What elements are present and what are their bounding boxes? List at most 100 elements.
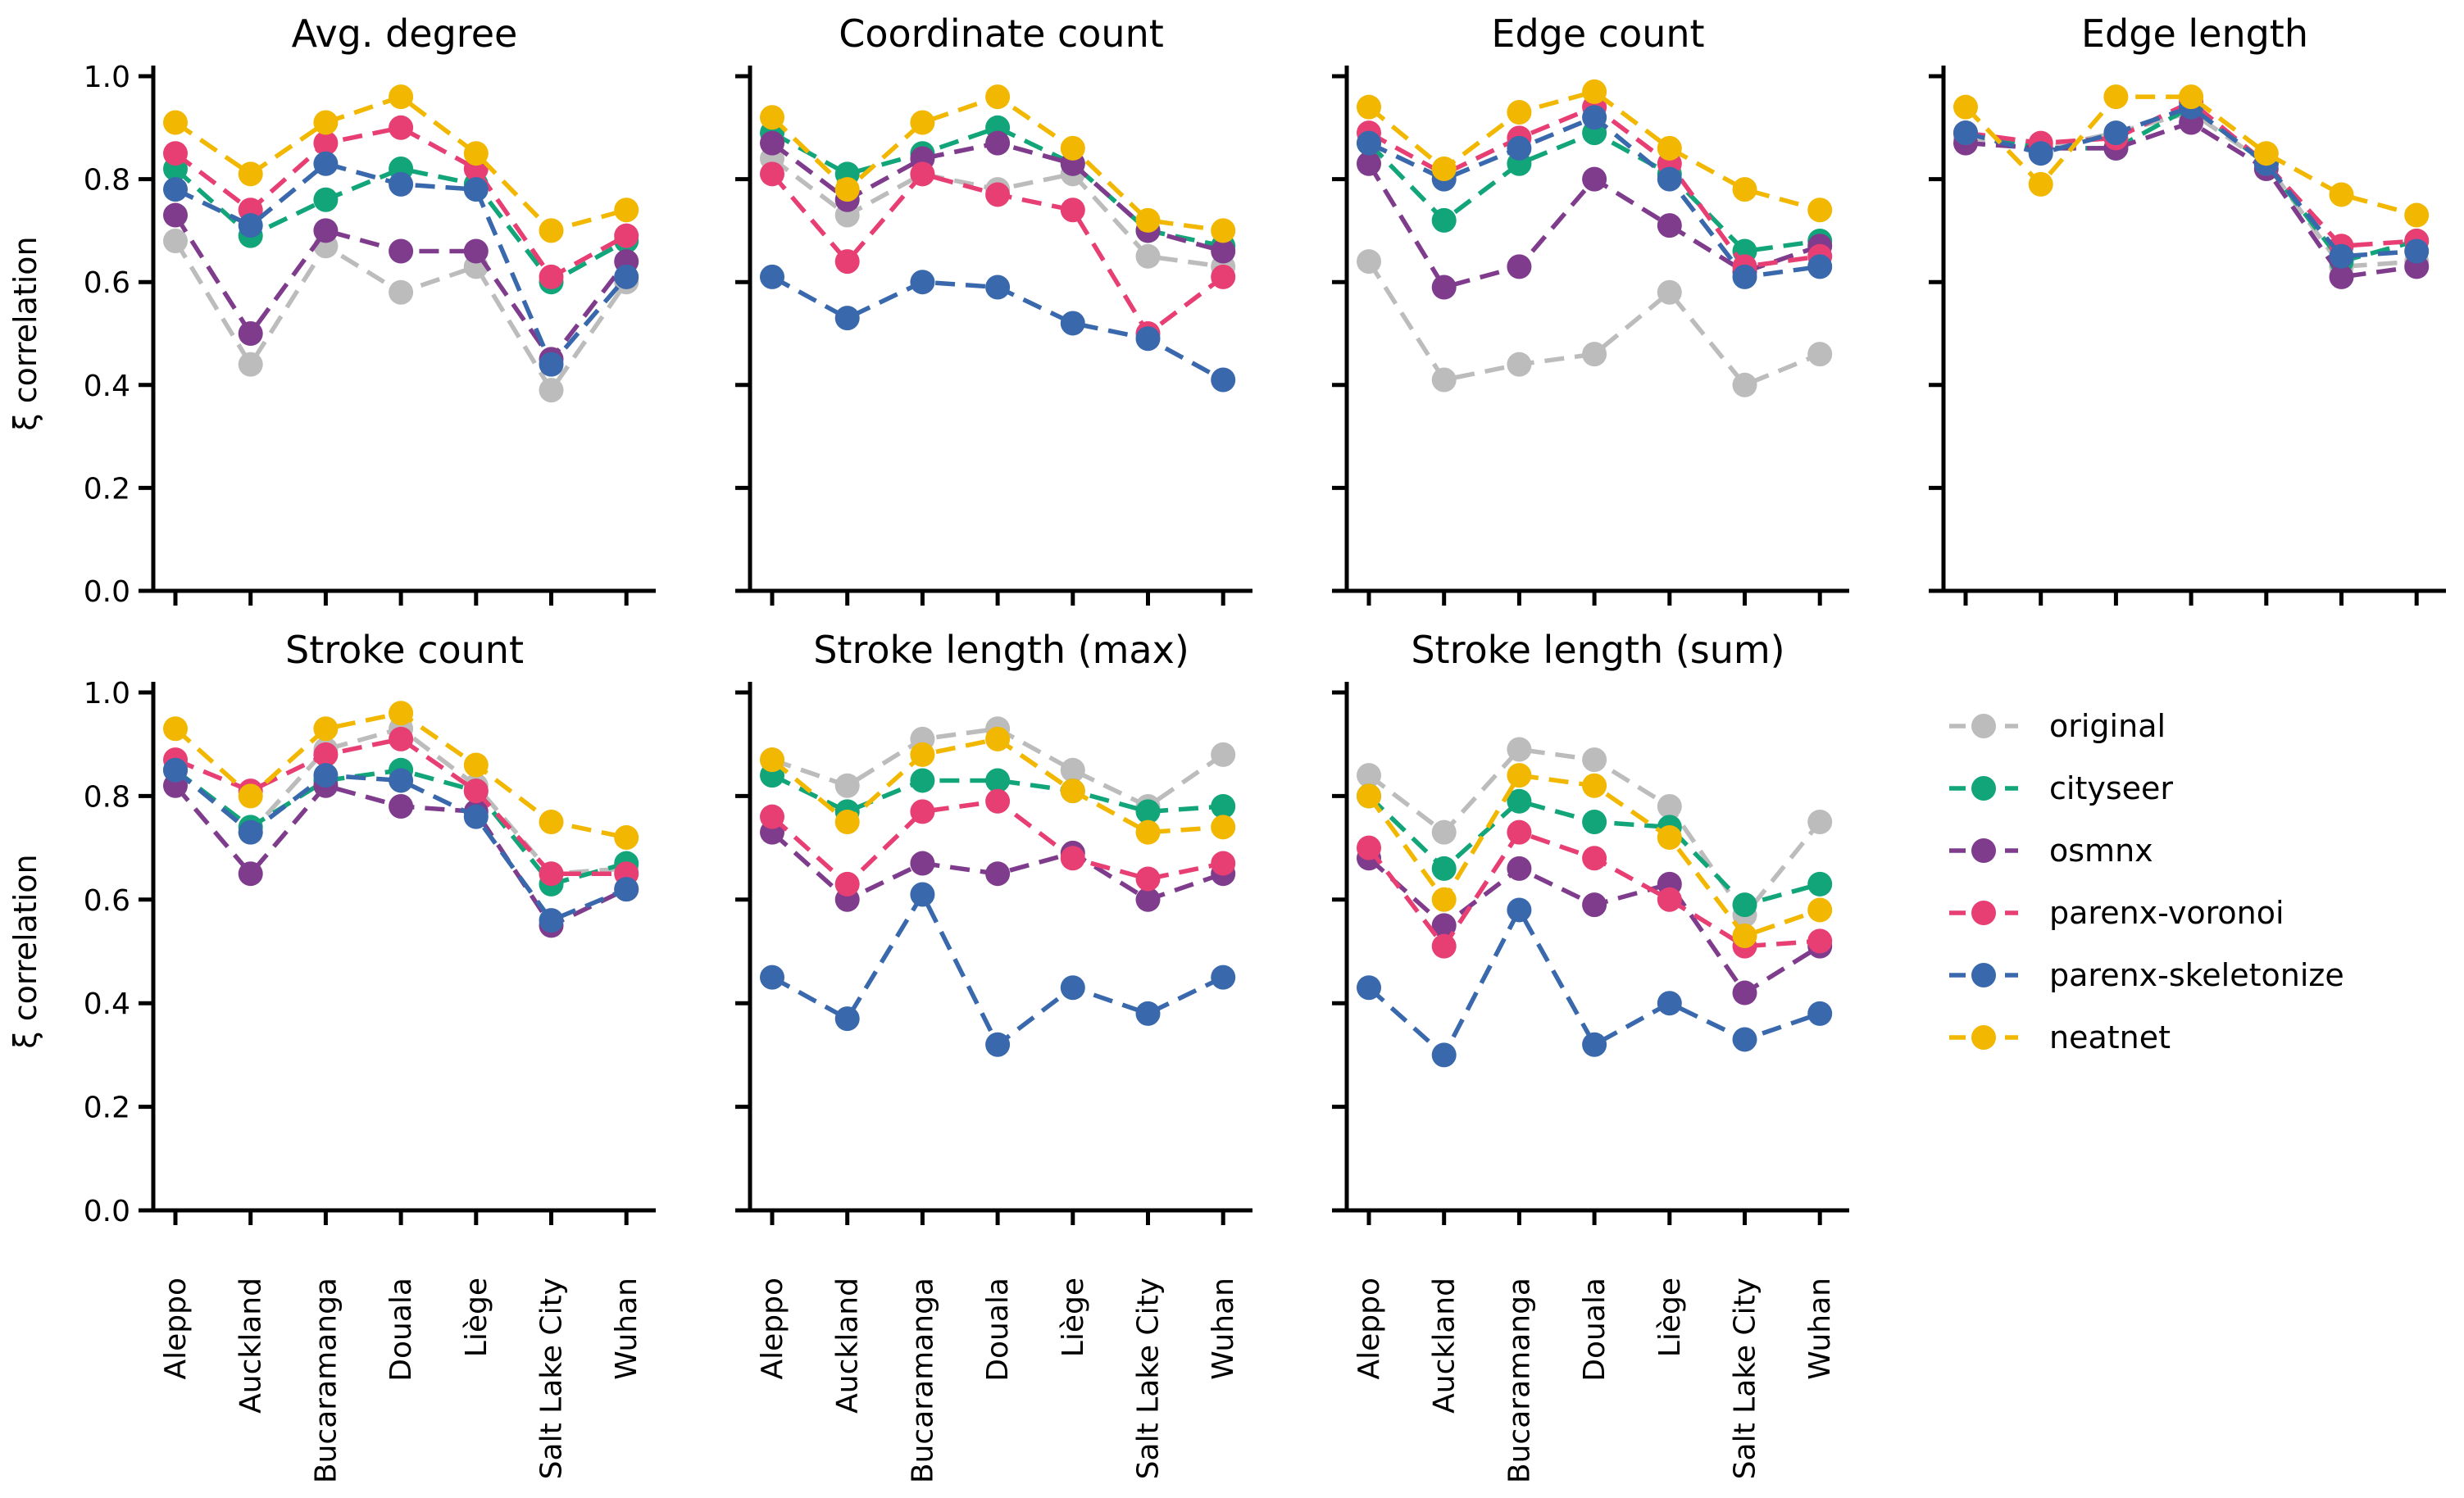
data-point-parenx-skeletonize-salt-lake-city — [539, 352, 564, 377]
data-point-parenx-voronoi-bucaramanga — [910, 799, 935, 824]
data-point-cityseer-bucaramanga — [313, 187, 339, 212]
y-tick-label: 1.0 — [84, 677, 130, 710]
x-tick-label-auckland: Auckland — [831, 1278, 865, 1414]
panel-stroke-count: 0.0 0.2 0.4 0.6 0.8 1.0 Aleppo Auckland Bucarama… — [84, 628, 656, 1483]
data-point-neatnet-auckland — [1431, 157, 1457, 182]
data-point-parenx-skeletonize-auckland — [238, 213, 263, 238]
panel-stroke-length-max: Aleppo Auckland Bucaramanga Douala Liège Salt… — [735, 628, 1252, 1483]
data-point-parenx-skeletonize-auckland — [834, 1006, 860, 1032]
x-tick-label-salt-lake-city: Salt Lake City — [1729, 1278, 1762, 1479]
data-point-parenx-skeletonize-auckland — [834, 306, 860, 331]
data-point-parenx-voronoi-li-ge — [463, 779, 489, 804]
data-point-parenx-voronoi-aleppo — [760, 804, 784, 829]
data-point-original-li-ge — [1060, 757, 1085, 783]
data-point-neatnet-auckland — [834, 177, 860, 202]
data-point-neatnet-bucaramanga — [1507, 99, 1532, 125]
y-tick-label: 0.8 — [84, 164, 130, 197]
data-point-neatnet-aleppo — [760, 105, 784, 130]
data-point-neatnet-aleppo — [163, 110, 188, 135]
data-point-neatnet-wuhan — [1807, 897, 1833, 923]
panel-title-edge-length: Edge length — [2081, 11, 2308, 56]
data-point-parenx-skeletonize-aleppo — [760, 264, 784, 289]
data-point-neatnet-aleppo — [163, 716, 188, 742]
data-point-parenx-voronoi-salt-lake-city — [539, 264, 564, 289]
data-point-cityseer-douala — [1582, 810, 1607, 834]
data-point-parenx-skeletonize-salt-lake-city — [1732, 264, 1757, 289]
panel-edge-count: Edge count — [1332, 11, 1849, 606]
y-axis-label-row1: ξ correlation — [7, 854, 43, 1048]
data-point-neatnet-li-ge — [1657, 824, 1682, 850]
data-point-parenx-skeletonize-aleppo — [1357, 975, 1381, 1001]
data-point-parenx-skeletonize-douala — [1582, 105, 1607, 130]
x-tick-label-aleppo: Aleppo — [1352, 1278, 1386, 1380]
data-point-parenx-skeletonize-bucaramanga — [910, 882, 935, 907]
data-point-neatnet-bucaramanga — [910, 110, 935, 135]
data-point-parenx-voronoi-bucaramanga — [1507, 819, 1532, 845]
legend-item-parenx-skeletonize: parenx-skeletonize — [1949, 957, 2344, 993]
data-point-parenx-skeletonize-douala — [1582, 1032, 1607, 1057]
data-point-parenx-skeletonize-auckland — [1431, 1042, 1457, 1068]
data-point-cityseer-bucaramanga — [1507, 788, 1532, 814]
data-point-neatnet-bucaramanga — [1507, 763, 1532, 788]
data-point-original-bucaramanga — [1507, 352, 1532, 377]
data-point-original-auckland — [1431, 367, 1457, 393]
data-point-parenx-voronoi-wuhan — [1211, 264, 1236, 289]
y-tick-label: 0.6 — [84, 266, 130, 300]
data-point-neatnet-salt-lake-city — [1135, 819, 1161, 845]
legend-label-cityseer: cityseer — [2049, 770, 2173, 806]
data-point-parenx-voronoi-li-ge — [1657, 887, 1682, 912]
data-point-osmnx-li-ge — [1657, 213, 1682, 238]
panel-title-stroke-length-max: Stroke length (max) — [813, 628, 1189, 672]
data-point-neatnet-salt-lake-city — [1732, 924, 1757, 949]
data-point-osmnx-douala — [985, 130, 1011, 156]
data-point-parenx-skeletonize-douala — [985, 1032, 1011, 1057]
x-tick-label-douala: Douala — [1578, 1278, 1612, 1382]
data-point-parenx-voronoi-wuhan — [614, 223, 639, 248]
data-point-original-salt-lake-city — [1135, 243, 1161, 269]
data-point-parenx-skeletonize-wuhan — [1807, 254, 1833, 279]
data-point-parenx-skeletonize-li-ge — [1657, 166, 1682, 192]
data-point-parenx-voronoi-li-ge — [1060, 846, 1085, 871]
x-tick-label-bucaramanga: Bucaramanga — [1502, 1278, 1536, 1483]
data-point-parenx-skeletonize-bucaramanga — [313, 151, 339, 176]
data-point-parenx-skeletonize-bucaramanga — [313, 763, 339, 788]
data-point-original-li-ge — [1657, 279, 1682, 305]
x-tick-label-douala: Douala — [384, 1278, 418, 1382]
data-point-parenx-skeletonize-salt-lake-city — [2329, 243, 2354, 269]
data-point-neatnet-douala — [1582, 79, 1607, 104]
data-point-parenx-skeletonize-bucaramanga — [1507, 897, 1532, 923]
data-point-neatnet-li-ge — [1060, 135, 1085, 161]
data-point-parenx-skeletonize-bucaramanga — [910, 270, 935, 295]
y-tick-label: 0.0 — [84, 1195, 130, 1228]
x-tick-label-wuhan: Wuhan — [1207, 1278, 1240, 1380]
data-point-neatnet-douala — [1582, 773, 1607, 798]
data-point-neatnet-auckland — [238, 161, 263, 187]
data-point-cityseer-salt-lake-city — [1135, 799, 1161, 824]
data-point-osmnx-douala — [389, 794, 414, 819]
data-point-original-li-ge — [1657, 794, 1682, 819]
data-point-parenx-skeletonize-douala — [389, 171, 414, 197]
legend-item-original: original — [1949, 708, 2166, 744]
data-point-osmnx-li-ge — [463, 238, 489, 264]
data-point-original-douala — [389, 279, 414, 305]
data-point-neatnet-aleppo — [1953, 94, 1978, 120]
y-tick-label: 0.2 — [84, 1092, 130, 1125]
data-point-parenx-skeletonize-wuhan — [614, 264, 639, 289]
data-point-parenx-skeletonize-salt-lake-city — [1732, 1027, 1757, 1052]
x-tick-label-li-ge: Liège — [1057, 1278, 1090, 1357]
data-point-osmnx-salt-lake-city — [1135, 887, 1161, 912]
legend-item-osmnx: osmnx — [1949, 833, 2153, 869]
data-point-osmnx-aleppo — [760, 130, 784, 156]
data-point-original-auckland — [834, 773, 860, 798]
data-point-cityseer-auckland — [1431, 856, 1457, 881]
y-axis-label-row0: ξ correlation — [7, 236, 43, 430]
data-point-osmnx-auckland — [1431, 275, 1457, 300]
data-point-parenx-skeletonize-li-ge — [463, 177, 489, 202]
data-point-original-aleppo — [163, 228, 188, 253]
data-point-osmnx-aleppo — [163, 202, 188, 228]
data-point-neatnet-douala — [389, 84, 414, 110]
x-tick-label-aleppo: Aleppo — [756, 1278, 789, 1380]
data-point-parenx-skeletonize-wuhan — [1211, 367, 1236, 393]
data-point-parenx-skeletonize-auckland — [238, 819, 263, 845]
